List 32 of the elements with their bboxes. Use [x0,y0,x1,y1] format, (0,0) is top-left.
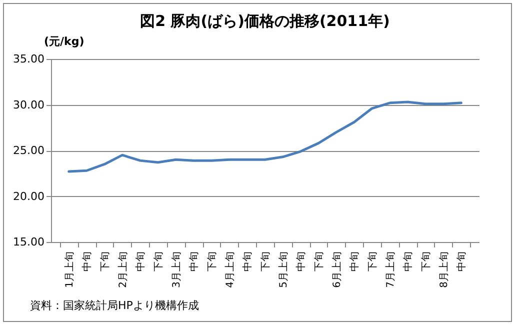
x-tick-label: 1月上旬 [63,252,76,288]
x-tick-label: 下旬 [366,252,378,272]
x-tick-label: 7月上旬 [384,252,396,288]
x-tick-label: 中旬 [348,252,361,272]
y-tick-label: 30.00 [13,98,44,112]
x-tick-label: 4月上旬 [224,252,236,288]
x-tick-label: 中旬 [81,252,94,272]
x-tick-label: 下旬 [313,252,325,272]
x-tick-label: 3月上旬 [170,252,182,288]
y-tick-label: 35.00 [13,52,44,66]
y-axis-title: (元/kg) [44,34,84,49]
chart-title: 図2 豚肉(ばら)価格の推移(2011年) [140,12,390,30]
x-tick-label: 中旬 [402,252,414,272]
x-tick-label: 中旬 [188,252,200,272]
x-tick-label: 中旬 [295,252,308,272]
x-tick-label: 中旬 [134,252,147,272]
y-tick-label: 25.00 [13,144,44,157]
x-tick-label: 下旬 [420,252,432,272]
x-tick-label: 中旬 [242,252,254,272]
y-tick-label: 15.00 [13,236,44,248]
x-tick-label: 下旬 [152,252,164,272]
y-tick-label: 20.00 [13,190,44,203]
x-tick-label: 下旬 [206,252,218,272]
x-tick-label: 8月上旬 [438,252,450,288]
x-tick-label: 6月上旬 [330,252,343,288]
text: 資料：国家統計局HPより機構作成 [30,298,199,313]
x-tick-label: 5月上旬 [277,252,290,288]
line-series [68,100,462,173]
x-tick-label: 2月上旬 [116,252,129,288]
x-tick-label: 下旬 [260,252,272,272]
x-tick-label: 中旬 [456,252,468,272]
x-tick-label: 下旬 [99,252,111,272]
